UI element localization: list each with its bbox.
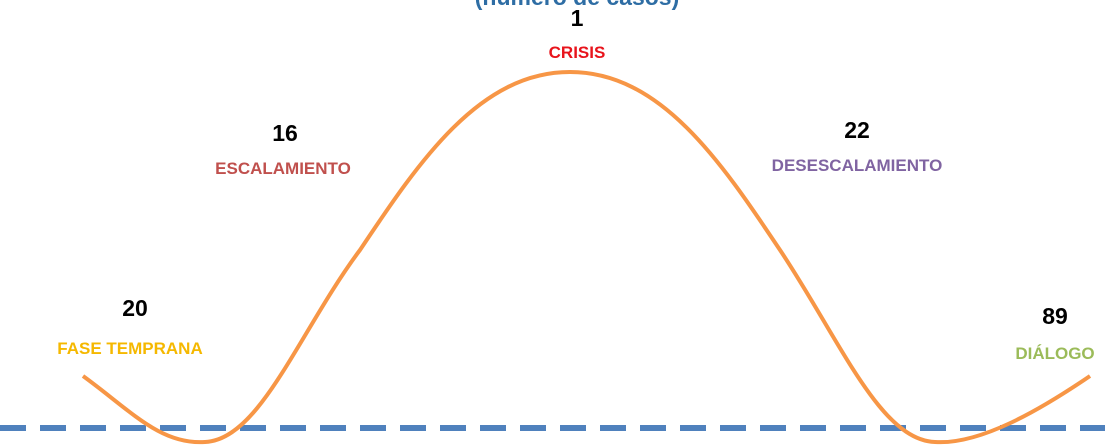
phase-count: 89	[1042, 303, 1068, 329]
phase-count: 1	[571, 5, 584, 31]
phase-label: FASE TEMPRANA	[57, 339, 202, 358]
title: (número de casos)	[475, 0, 680, 10]
phase-count: 20	[122, 295, 148, 321]
conflict-curve	[81, 69, 1092, 445]
phase-count: 22	[844, 117, 870, 143]
phase-count: 16	[272, 120, 298, 146]
phase-label: DESESCALAMIENTO	[772, 156, 943, 175]
phase-label: ESCALAMIENTO	[215, 159, 351, 178]
phase-label: DIÁLOGO	[1015, 344, 1094, 363]
phase-label: CRISIS	[549, 43, 606, 62]
